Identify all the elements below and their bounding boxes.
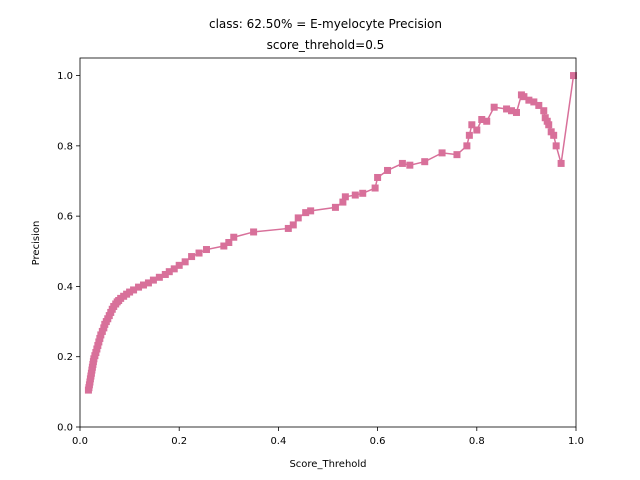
x-tick-label: 0.4 (270, 436, 286, 447)
data-point (96, 334, 104, 342)
axes-frame (79, 57, 577, 428)
data-point (161, 270, 169, 278)
data-point (165, 268, 173, 276)
data-point (547, 128, 555, 136)
data-point (438, 149, 446, 157)
data-point (535, 101, 543, 109)
data-point (181, 258, 189, 266)
data-point (557, 159, 565, 167)
x-tick-label: 1.0 (568, 436, 584, 447)
x-tick-label: 0.6 (370, 436, 386, 447)
data-point (250, 228, 258, 236)
data-point (545, 121, 553, 129)
series-line (87, 75, 575, 391)
data-point (406, 161, 414, 169)
data-point (463, 142, 471, 150)
data-point (100, 324, 108, 332)
data-point (478, 116, 486, 123)
data-point (543, 117, 551, 125)
data-point (508, 107, 516, 115)
data-point (550, 131, 558, 139)
data-point (540, 107, 548, 115)
data-point (289, 221, 297, 229)
data-point (512, 108, 520, 116)
x-tick-label: 0.8 (469, 436, 485, 447)
data-point (468, 121, 476, 129)
x-axis-label: Score_Threhold (289, 459, 366, 470)
data-point (139, 281, 147, 289)
data-point (351, 191, 359, 199)
data-point (170, 265, 178, 273)
y-tick-label: 0.4 (57, 282, 73, 293)
data-point (398, 159, 406, 167)
data-point (525, 96, 533, 104)
data-point (374, 173, 382, 181)
data-point (473, 126, 481, 134)
data-point (453, 151, 461, 159)
data-point (490, 103, 498, 111)
data-point (149, 276, 157, 284)
y-tick-label: 0.0 (57, 423, 73, 434)
x-tick-label: 0.2 (171, 436, 187, 447)
data-point (294, 214, 302, 222)
data-point (530, 98, 538, 106)
data-point (541, 114, 549, 122)
data-point (503, 105, 511, 113)
data-point (483, 117, 491, 125)
y-tick-label: 0.2 (57, 352, 73, 363)
data-point (155, 273, 163, 281)
data-point (465, 131, 473, 139)
data-point (225, 239, 233, 246)
x-tick-label: 0.0 (72, 436, 88, 447)
data-point (95, 338, 103, 346)
y-tick-label: 0.8 (57, 141, 73, 152)
data-point (284, 224, 292, 232)
y-tick-label: 0.6 (57, 212, 73, 223)
data-point (175, 261, 183, 269)
data-point (188, 253, 196, 261)
data-point (144, 279, 152, 287)
chart-subtitle: score_threhold=0.5 (267, 38, 385, 52)
plot-area: 0.0 0.2 0.4 0.6 0.8 1.0 0.0 0.2 0.4 0.6 0.8 1.0 (57, 57, 584, 447)
data-point (359, 189, 367, 197)
data-point (202, 246, 210, 254)
chart-title: class: 62.50% = E-myelocyte Precision (209, 17, 442, 31)
data-point (92, 348, 100, 356)
data-point (93, 345, 101, 353)
data-point (570, 72, 578, 80)
data-point (520, 93, 528, 101)
data-point (302, 209, 310, 217)
data-point (98, 327, 106, 335)
data-point (341, 193, 349, 201)
data-point (307, 207, 315, 215)
data-point (135, 283, 143, 291)
data-point (126, 288, 134, 296)
data-point (230, 233, 238, 241)
data-point (371, 184, 379, 192)
data-point (421, 158, 429, 166)
data-point (195, 249, 203, 257)
y-tick-label: 1.0 (57, 71, 73, 82)
data-point (552, 142, 560, 150)
data-point (331, 203, 339, 211)
data-point (339, 198, 347, 206)
data-point (130, 286, 138, 294)
data-point (97, 331, 105, 339)
y-axis-label: Precision (31, 221, 42, 266)
data-point (94, 341, 102, 349)
data-point (220, 242, 228, 250)
data-point (384, 166, 392, 174)
